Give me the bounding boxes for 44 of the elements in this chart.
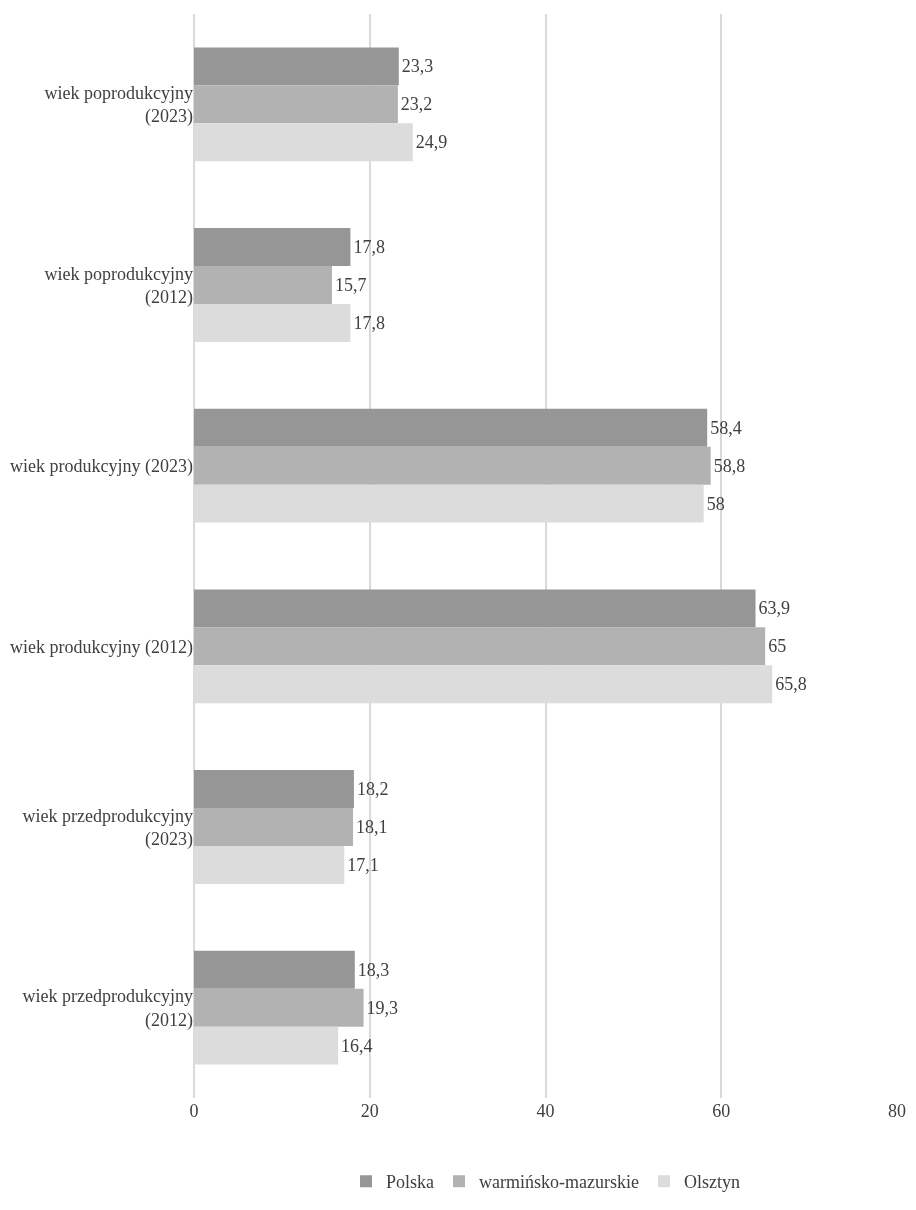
data-label: 19,3 xyxy=(366,997,399,1018)
x-tick-label: 40 xyxy=(536,1101,555,1121)
bar xyxy=(194,266,332,304)
y-tick-label: wiek produkcyjny (2012) xyxy=(10,636,193,658)
data-label: 18,2 xyxy=(356,779,389,800)
data-label: 16,4 xyxy=(341,1035,373,1056)
y-tick-label: wiek produkcyjny (2023) xyxy=(10,455,193,477)
bar xyxy=(194,589,756,628)
data-label: 65,8 xyxy=(775,674,807,695)
x-tick-label: 20 xyxy=(360,1101,379,1121)
bar xyxy=(194,988,364,1027)
legend-label: Polska xyxy=(386,1172,435,1193)
y-tick-label: wiek przedprodukcyjny (2023) xyxy=(22,805,193,850)
legend-label: Olsztyn xyxy=(683,1172,740,1193)
y-tick-label: wiek poprodukcyjny (2012) xyxy=(44,263,193,308)
bar xyxy=(194,770,354,809)
legend-label: warmińsko-mazurskie xyxy=(479,1172,639,1193)
data-label: 15,7 xyxy=(334,275,367,295)
bar xyxy=(194,85,398,124)
data-label: 58,4 xyxy=(710,417,742,438)
data-label: 18,3 xyxy=(357,959,390,980)
bar xyxy=(194,627,766,666)
bar xyxy=(194,950,355,989)
data-label: 63,9 xyxy=(758,598,791,619)
y-tick-label: wiek przedprodukcyjny (2012) xyxy=(22,986,193,1031)
y-tick-label: wiek poprodukcyjny (2023) xyxy=(44,82,193,128)
data-label: 17,8 xyxy=(353,237,385,258)
x-tick-label: 0 xyxy=(189,1101,199,1121)
bar xyxy=(194,47,399,86)
data-label: 65 xyxy=(768,636,787,657)
bar xyxy=(194,808,354,846)
bar xyxy=(194,408,708,447)
data-label: 17,8 xyxy=(353,312,385,333)
data-label: 18,1 xyxy=(356,817,388,837)
bar xyxy=(194,446,711,485)
data-label: 24,9 xyxy=(415,132,448,153)
bar xyxy=(194,228,351,267)
data-label: 23,3 xyxy=(401,56,434,77)
x-tick-label: 80 xyxy=(888,1101,906,1121)
data-label: 23,2 xyxy=(400,94,433,115)
data-label: 17,1 xyxy=(347,854,379,875)
data-label: 58,8 xyxy=(713,455,746,476)
x-tick-label: 60 xyxy=(712,1101,731,1121)
data-label: 58 xyxy=(706,493,725,514)
